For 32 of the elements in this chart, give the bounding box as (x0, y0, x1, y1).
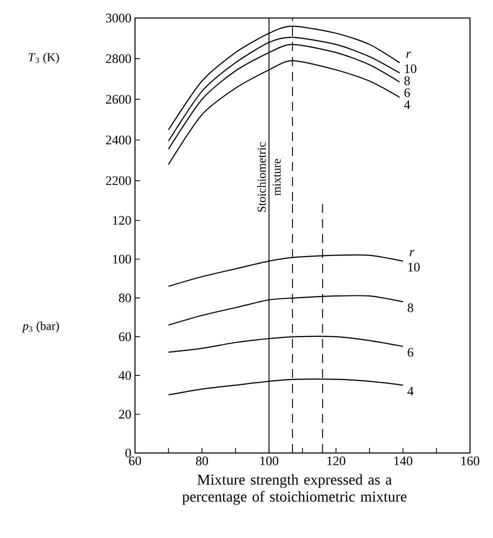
x-tick-label: 80 (196, 456, 208, 466)
y-tick-label: 120 (113, 216, 132, 225)
y-tick-label: 2800 (106, 54, 132, 64)
y-tick-label: 0 (126, 448, 132, 458)
series-label: 4 (404, 100, 410, 110)
y-tick-label: 40 (118, 371, 132, 380)
series-label: 8 (408, 303, 414, 312)
x-axis-title: Mixture strength expressed as a percentage of stoichiometric mixture (182, 474, 407, 505)
x-tick-label: 160 (461, 456, 480, 466)
x-tick-label: 100 (260, 456, 278, 466)
y-tick-label: 2200 (106, 176, 132, 186)
y-tick-label: 20 (119, 410, 132, 419)
series-label: 10 (408, 262, 420, 272)
ref-line-label: Stoichiometric mixture (257, 142, 281, 212)
y-axis-title: T$_{3}$ (K) (28, 52, 60, 64)
y-tick-label: 100 (113, 254, 132, 264)
series-label: 10 (405, 64, 416, 74)
legend-title: r (410, 250, 414, 256)
x-tick-label: 60 (129, 456, 142, 466)
y-axis-title: p$_{3}$ (bar) (22, 322, 60, 332)
y-tick-label: 80 (119, 294, 132, 302)
legend-title: r (406, 52, 412, 58)
series-label: 8 (404, 76, 410, 86)
y-tick-label: 2400 (106, 136, 132, 144)
y-tick-label: 3000 (106, 14, 132, 22)
series-label: 6 (408, 348, 414, 357)
series-label: 4 (408, 386, 414, 396)
series-label: 6 (404, 88, 410, 98)
x-tick-label: 120 (327, 456, 346, 466)
y-tick-label: 60 (119, 332, 132, 342)
y-tick-label: 2600 (106, 94, 132, 104)
x-tick-label: 140 (394, 456, 412, 466)
